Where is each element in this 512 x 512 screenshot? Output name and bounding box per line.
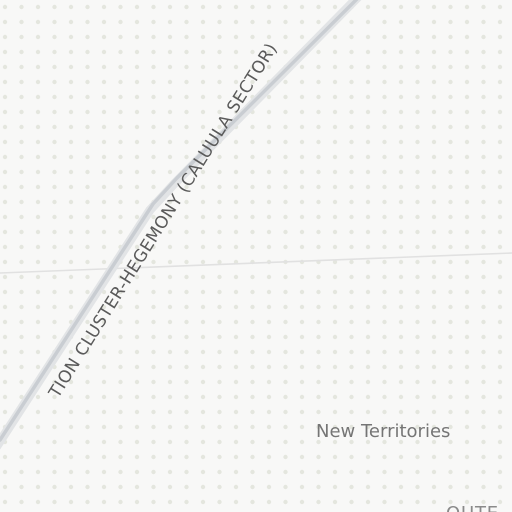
region-label-new-territories: New Territories	[316, 421, 450, 442]
territory-boundary-line	[0, 252, 512, 274]
partial-region-label: OUTE	[446, 503, 499, 512]
route-line[interactable]	[0, 0, 362, 442]
